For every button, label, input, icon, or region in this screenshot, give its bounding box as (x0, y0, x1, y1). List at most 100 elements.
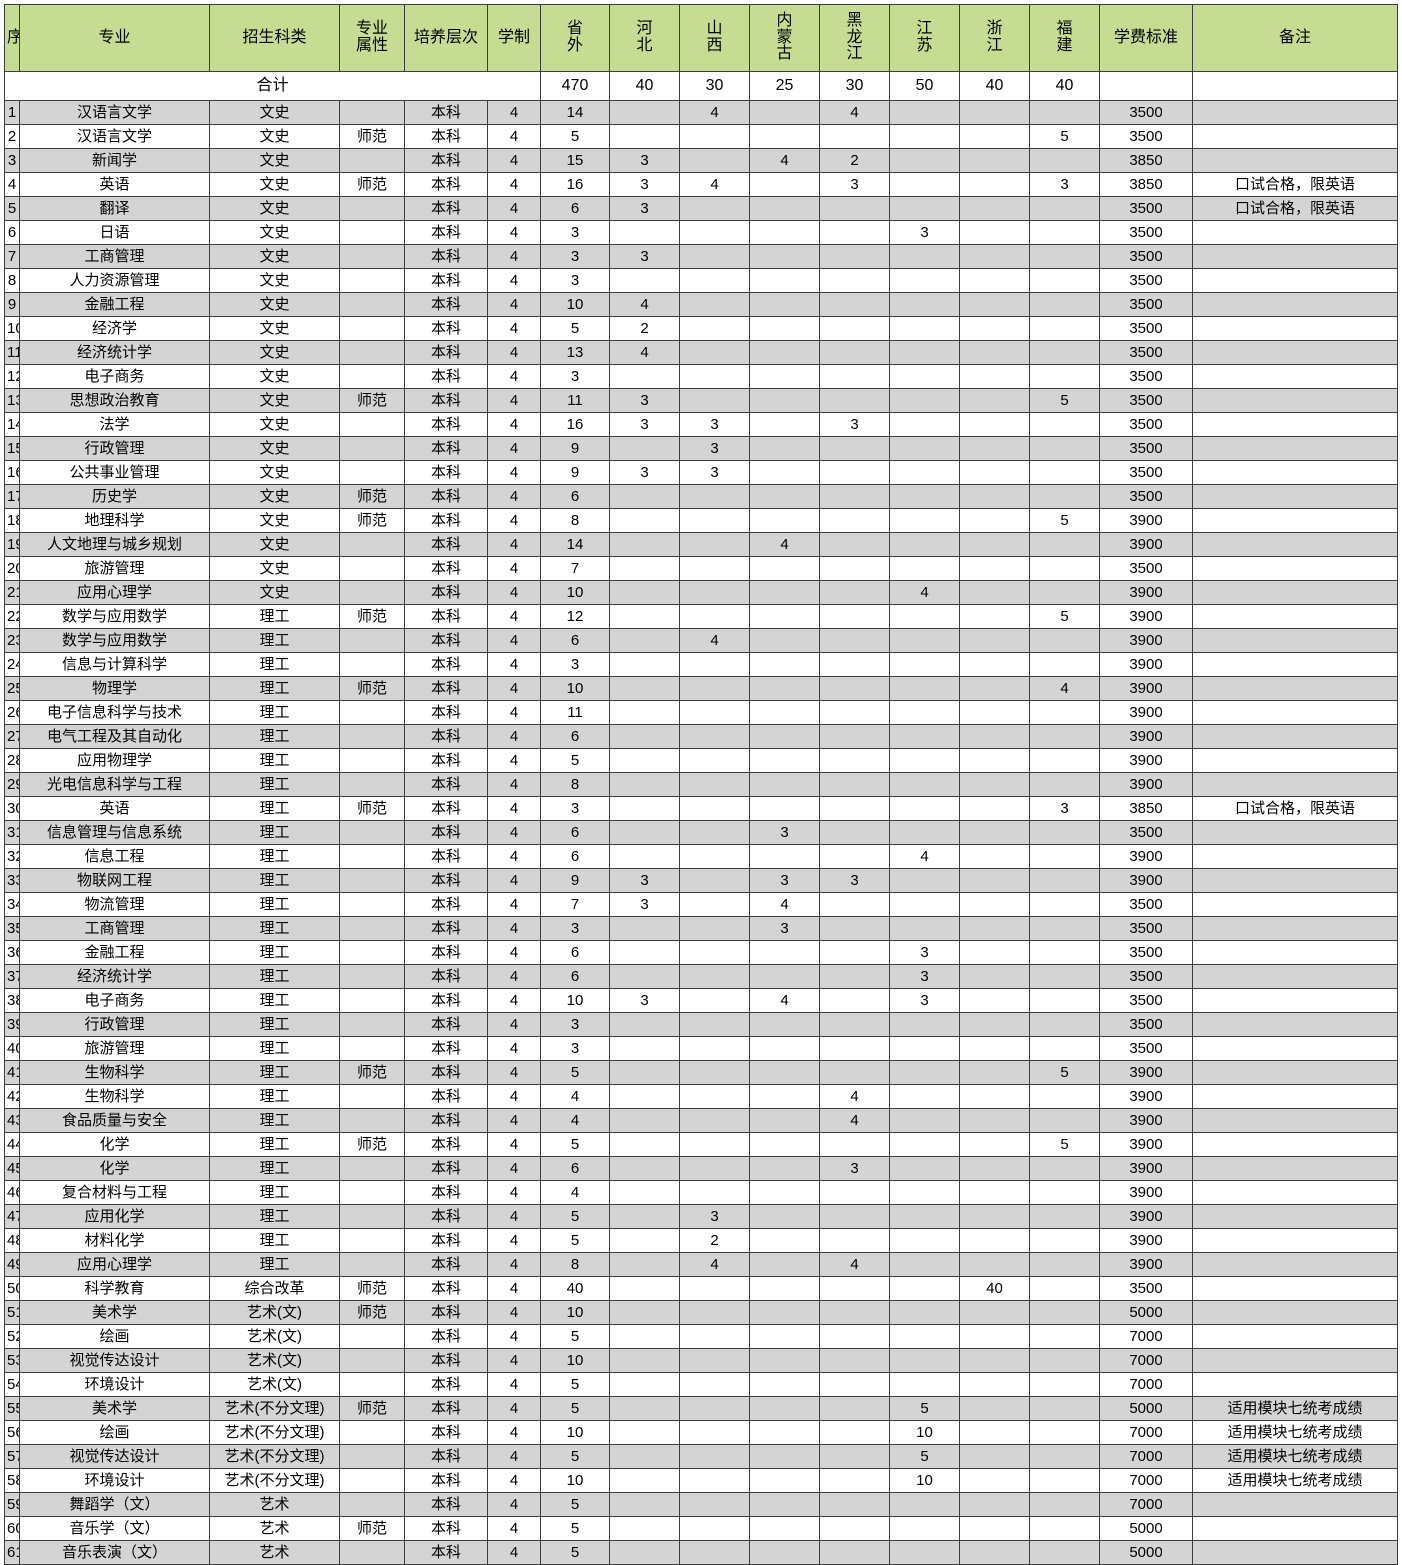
cell-neimenggu (749, 484, 820, 509)
cell-note: 口试合格，限英语 (1192, 196, 1398, 221)
cell-seq: 13 (4, 388, 20, 413)
cell-note (1192, 964, 1398, 989)
cell-jiangsu (889, 556, 960, 581)
cell-heilongjiang (819, 964, 890, 989)
cell-neimenggu (749, 844, 820, 869)
cell-jiangsu (889, 268, 960, 293)
cell-note (1192, 580, 1398, 605)
cell-years: 4 (487, 412, 541, 437)
cell-hebei: 3 (609, 988, 680, 1013)
cell-shanxi: 4 (679, 100, 750, 125)
cell-major: 旅游管理 (19, 1036, 210, 1061)
cell-seq: 28 (4, 748, 20, 773)
cell-attribute: 师范 (339, 124, 405, 149)
cell-heilongjiang (819, 1516, 890, 1541)
cell-heilongjiang (819, 1132, 890, 1157)
cell-fujian (1029, 484, 1100, 509)
cell-fee: 7000 (1099, 1444, 1193, 1469)
cell-fee: 3900 (1099, 700, 1193, 725)
header-hebei-line2: 北 (636, 37, 653, 54)
cell-attribute (339, 532, 405, 557)
cell-jiangsu: 3 (889, 964, 960, 989)
cell-hebei (609, 940, 680, 965)
cell-fujian (1029, 436, 1100, 461)
cell-neimenggu (749, 244, 820, 269)
cell-fujian (1029, 1540, 1100, 1565)
cell-major: 人文地理与城乡规划 (19, 532, 210, 557)
cell-seq: 45 (4, 1156, 20, 1181)
cell-heilongjiang (819, 1372, 890, 1397)
cell-hebei (609, 556, 680, 581)
cell-fee: 3500 (1099, 268, 1193, 293)
cell-province-outside: 5 (540, 1324, 610, 1349)
cell-seq: 3 (4, 148, 20, 173)
cell-fujian (1029, 364, 1100, 389)
cell-heilongjiang: 3 (819, 172, 890, 197)
cell-heilongjiang (819, 796, 890, 821)
cell-attribute (339, 700, 405, 725)
cell-jiangsu: 5 (889, 1396, 960, 1421)
cell-neimenggu (749, 436, 820, 461)
cell-category: 文史 (209, 292, 340, 317)
cell-heilongjiang (819, 388, 890, 413)
cell-level: 本科 (404, 820, 488, 845)
cell-category: 理工 (209, 940, 340, 965)
cell-zhejiang (959, 1492, 1030, 1517)
cell-fee: 3500 (1099, 412, 1193, 437)
cell-note (1192, 412, 1398, 437)
cell-attribute (339, 1348, 405, 1373)
cell-fujian (1029, 868, 1100, 893)
cell-major: 信息管理与信息系统 (19, 820, 210, 845)
cell-province-outside: 3 (540, 364, 610, 389)
cell-fee: 3850 (1099, 796, 1193, 821)
cell-neimenggu (749, 172, 820, 197)
cell-zhejiang (959, 676, 1030, 701)
cell-attribute (339, 340, 405, 365)
cell-fujian (1029, 892, 1100, 917)
cell-note (1192, 748, 1398, 773)
cell-attribute (339, 940, 405, 965)
cell-hebei (609, 964, 680, 989)
cell-fujian (1029, 1492, 1100, 1517)
cell-category: 文史 (209, 124, 340, 149)
cell-seq: 43 (4, 1108, 20, 1133)
cell-province-outside: 14 (540, 532, 610, 557)
cell-hebei (609, 1348, 680, 1373)
cell-shanxi (679, 1540, 750, 1565)
cell-heilongjiang (819, 1012, 890, 1037)
cell-zhejiang (959, 916, 1030, 941)
cell-fee: 7000 (1099, 1492, 1193, 1517)
cell-zhejiang (959, 940, 1030, 965)
cell-attribute (339, 748, 405, 773)
cell-note (1192, 124, 1398, 149)
cell-category: 艺术(不分文理) (209, 1396, 340, 1421)
cell-fujian (1029, 316, 1100, 341)
cell-hebei (609, 724, 680, 749)
cell-heilongjiang (819, 1276, 890, 1301)
cell-category: 理工 (209, 628, 340, 653)
cell-province-outside: 10 (540, 1348, 610, 1373)
cell-years: 4 (487, 676, 541, 701)
cell-fee: 3500 (1099, 436, 1193, 461)
cell-major: 英语 (19, 796, 210, 821)
cell-jiangsu (889, 1132, 960, 1157)
cell-major: 数学与应用数学 (19, 628, 210, 653)
cell-jiangsu (889, 1012, 960, 1037)
cell-jiangsu (889, 628, 960, 653)
table-row: 34物流管理理工本科47343500 (4, 892, 1398, 917)
cell-years: 4 (487, 1468, 541, 1493)
cell-category: 理工 (209, 1180, 340, 1205)
cell-province-outside: 3 (540, 916, 610, 941)
cell-major: 电子商务 (19, 988, 210, 1013)
cell-hebei (609, 1228, 680, 1253)
cell-fujian (1029, 724, 1100, 749)
cell-years: 4 (487, 340, 541, 365)
cell-heilongjiang (819, 1492, 890, 1517)
cell-province-outside: 6 (540, 1156, 610, 1181)
